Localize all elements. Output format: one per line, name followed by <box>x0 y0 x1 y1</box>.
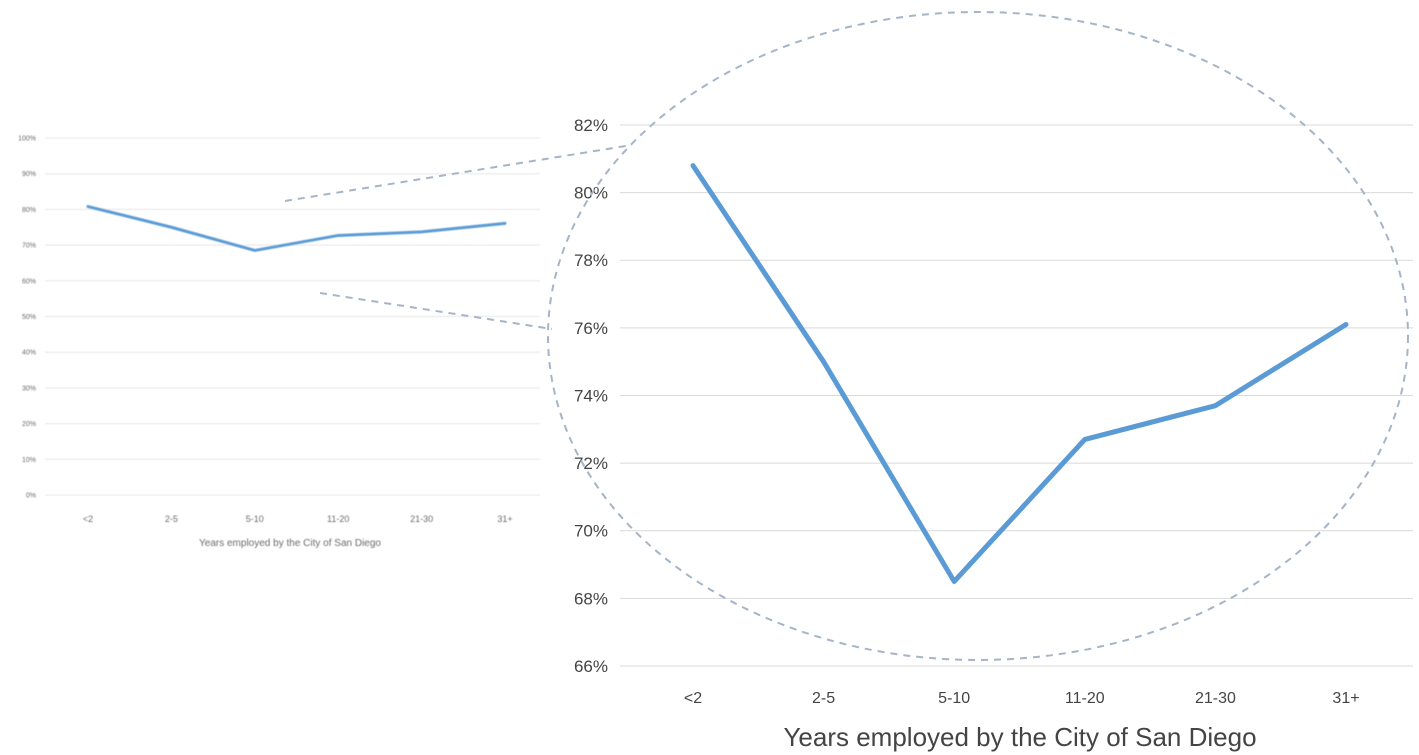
small-y-tick-label: 20% <box>22 421 36 428</box>
big-x-tick-label: 31+ <box>1332 690 1359 707</box>
small-series-line <box>86 205 507 252</box>
zoomed-series <box>690 163 1349 584</box>
big-x-tick-label: 21-30 <box>1195 690 1236 707</box>
overview-chart: 0% 10% 20% 30% 40% 50% 60% 70% 80% 90% 100% <2 2-5 5… <box>18 135 540 549</box>
connector-line-bottom <box>319 292 553 330</box>
overview-y-axis: 0% 10% 20% 30% 40% 50% 60% 70% 80% 90% 100% <box>18 135 36 499</box>
small-x-tick-label: 21-30 <box>410 514 433 524</box>
small-y-tick-label: 100% <box>18 135 36 142</box>
small-y-tick-label: 90% <box>22 171 36 178</box>
small-y-tick-label: 40% <box>22 350 36 357</box>
small-x-tick-label: 2-5 <box>165 514 178 524</box>
big-y-tick-label: 70% <box>574 522 608 541</box>
overview-x-axis: <2 2-5 5-10 11-20 21-30 31+ <box>83 514 513 524</box>
small-y-tick-label: 10% <box>22 457 36 464</box>
small-x-tick-label: 11-20 <box>327 514 349 524</box>
big-x-tick-label: 2-5 <box>812 690 835 707</box>
small-x-tick-label: 5-10 <box>246 514 264 524</box>
big-y-tick-label: 82% <box>574 116 608 135</box>
zoomed-gridlines <box>620 124 1413 667</box>
big-x-tick-label: <2 <box>684 690 702 707</box>
zoomed-y-axis: 66%68%70%72%74%76%78%80%82% <box>574 116 608 676</box>
zoomed-x-axis-title: Years employed by the City of San Diego <box>783 722 1256 752</box>
big-y-tick-label: 66% <box>574 657 608 676</box>
overview-x-axis-title: Years employed by the City of San Diego <box>199 538 381 549</box>
big-y-tick-label: 78% <box>574 251 608 270</box>
zoomed-chart: 66%68%70%72%74%76%78%80%82% <2 2-5 5-10 11-… <box>574 116 1413 752</box>
big-y-tick-label: 72% <box>574 454 608 473</box>
small-y-tick-label: 60% <box>22 278 36 285</box>
small-y-tick-label: 50% <box>22 314 36 321</box>
big-x-tick-label: 11-20 <box>1065 690 1105 707</box>
big-y-tick-label: 74% <box>574 386 608 405</box>
magnifier-ellipse <box>547 11 1409 661</box>
small-y-tick-label: 80% <box>22 207 36 214</box>
big-y-tick-label: 76% <box>574 319 608 338</box>
small-y-tick-label: 0% <box>26 492 36 499</box>
magnifier-connectors <box>284 144 633 330</box>
connector-line-top <box>284 144 633 202</box>
small-y-tick-label: 70% <box>22 243 36 250</box>
small-x-tick-label: <2 <box>83 514 93 524</box>
small-y-tick-label: 30% <box>22 385 36 392</box>
big-x-tick-label: 5-10 <box>938 690 970 707</box>
small-x-tick-label: 31+ <box>497 514 512 524</box>
big-y-tick-label: 68% <box>574 589 608 608</box>
zoomed-x-axis: <2 2-5 5-10 11-20 21-30 31+ <box>684 690 1360 707</box>
big-series-line <box>690 163 1349 584</box>
overview-series <box>86 205 507 252</box>
